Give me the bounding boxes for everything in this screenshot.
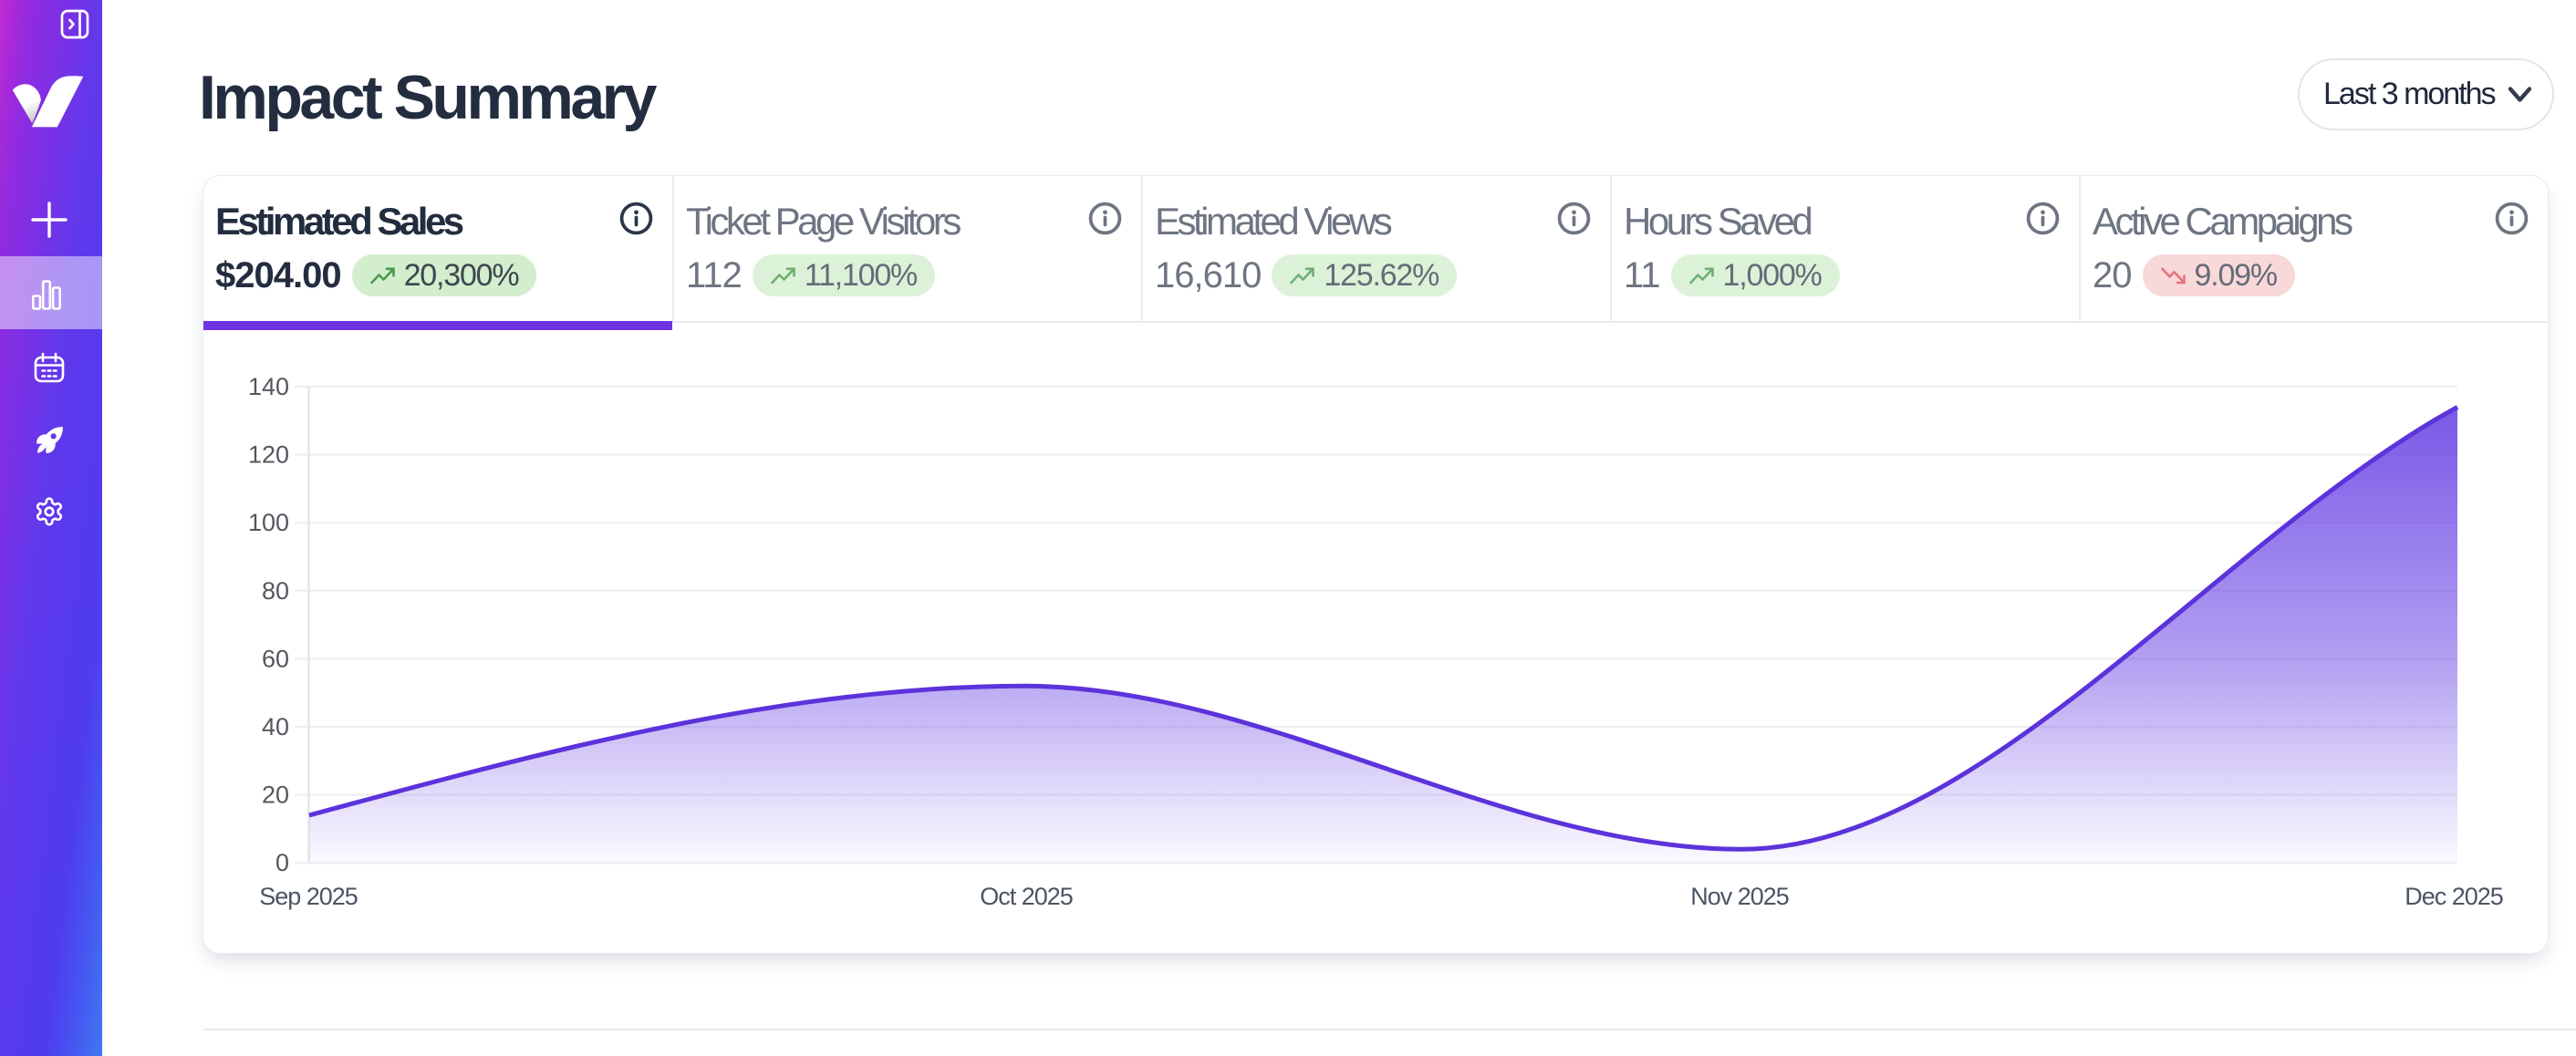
svg-text:Nov 2025: Nov 2025 [1690, 883, 1789, 910]
svg-text:100: 100 [248, 509, 289, 536]
svg-text:0: 0 [275, 849, 289, 876]
svg-text:80: 80 [262, 577, 289, 605]
svg-text:120: 120 [248, 441, 289, 469]
svg-text:60: 60 [262, 645, 289, 672]
svg-text:40: 40 [262, 713, 289, 740]
svg-text:Dec 2025: Dec 2025 [2405, 883, 2503, 910]
svg-text:Sep 2025: Sep 2025 [259, 883, 358, 910]
svg-text:140: 140 [248, 373, 289, 400]
svg-text:20: 20 [262, 782, 289, 809]
svg-text:Oct 2025: Oct 2025 [980, 883, 1073, 910]
